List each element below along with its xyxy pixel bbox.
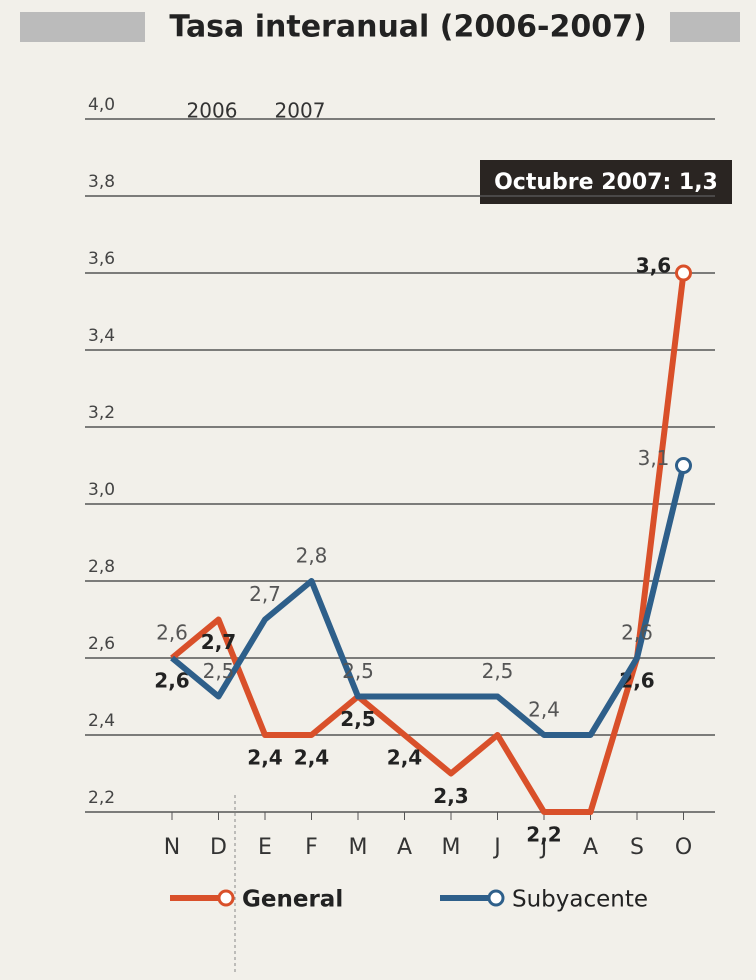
y-tick-label: 3,0 [88,480,115,500]
legend-label: Subyacente [512,887,648,913]
y-tick-label: 3,6 [88,249,115,269]
x-tick-label: A [397,835,412,860]
end-marker [675,264,692,282]
data-label: 2,8 [296,544,328,568]
data-label: 2,4 [528,698,560,722]
series-line [170,272,687,815]
series-line [170,464,687,738]
x-tick-label: F [305,835,318,860]
x-tick-label: M [442,835,461,860]
y-tick-label: 2,8 [88,557,115,577]
data-label: 2,6 [156,621,188,645]
legend-label: General [242,887,343,913]
data-label: 2,7 [201,630,236,654]
data-label: 2,6 [621,621,653,645]
x-tick-label: J [492,835,501,860]
y-tick-label: 2,4 [88,711,115,731]
data-label: 3,6 [636,254,671,278]
y-tick-label: 3,8 [88,172,115,192]
legend-marker [487,889,505,907]
y-tick-label: 2,6 [88,634,115,654]
data-label: 2,5 [340,707,375,731]
data-label: 2,4 [247,746,282,770]
legend-marker [217,889,235,907]
data-label: 2,3 [433,784,468,808]
y-tick-label: 3,2 [88,403,115,423]
x-tick-label: A [583,835,598,860]
x-tick-label: S [630,835,644,860]
y-tick-label: 4,0 [88,95,115,115]
data-label: 3,1 [638,446,670,470]
y-tick-label: 3,4 [88,326,115,346]
chart-title: Tasa interanual (2006-2007) [169,10,646,45]
data-label: 2,5 [482,659,514,683]
title-bg [145,8,670,46]
data-label: 2,4 [294,746,329,770]
x-tick-label: D [210,835,227,860]
y-tick-label: 2,2 [88,788,115,808]
annotation: Octubre 2007: 1,3 [494,170,718,195]
data-label: 2,6 [154,669,189,693]
data-label: 2,5 [342,659,374,683]
data-label: 2,7 [249,582,281,606]
x-tick-label: N [164,835,180,860]
data-label: 2,2 [526,823,561,847]
x-tick-label: O [675,835,692,860]
end-marker [675,457,692,474]
x-tick-label: M [349,835,368,860]
data-label: 2,4 [387,746,422,770]
x-tick-label: J [539,835,548,860]
data-label: 2,5 [203,659,235,683]
x-tick-label: E [258,835,272,860]
